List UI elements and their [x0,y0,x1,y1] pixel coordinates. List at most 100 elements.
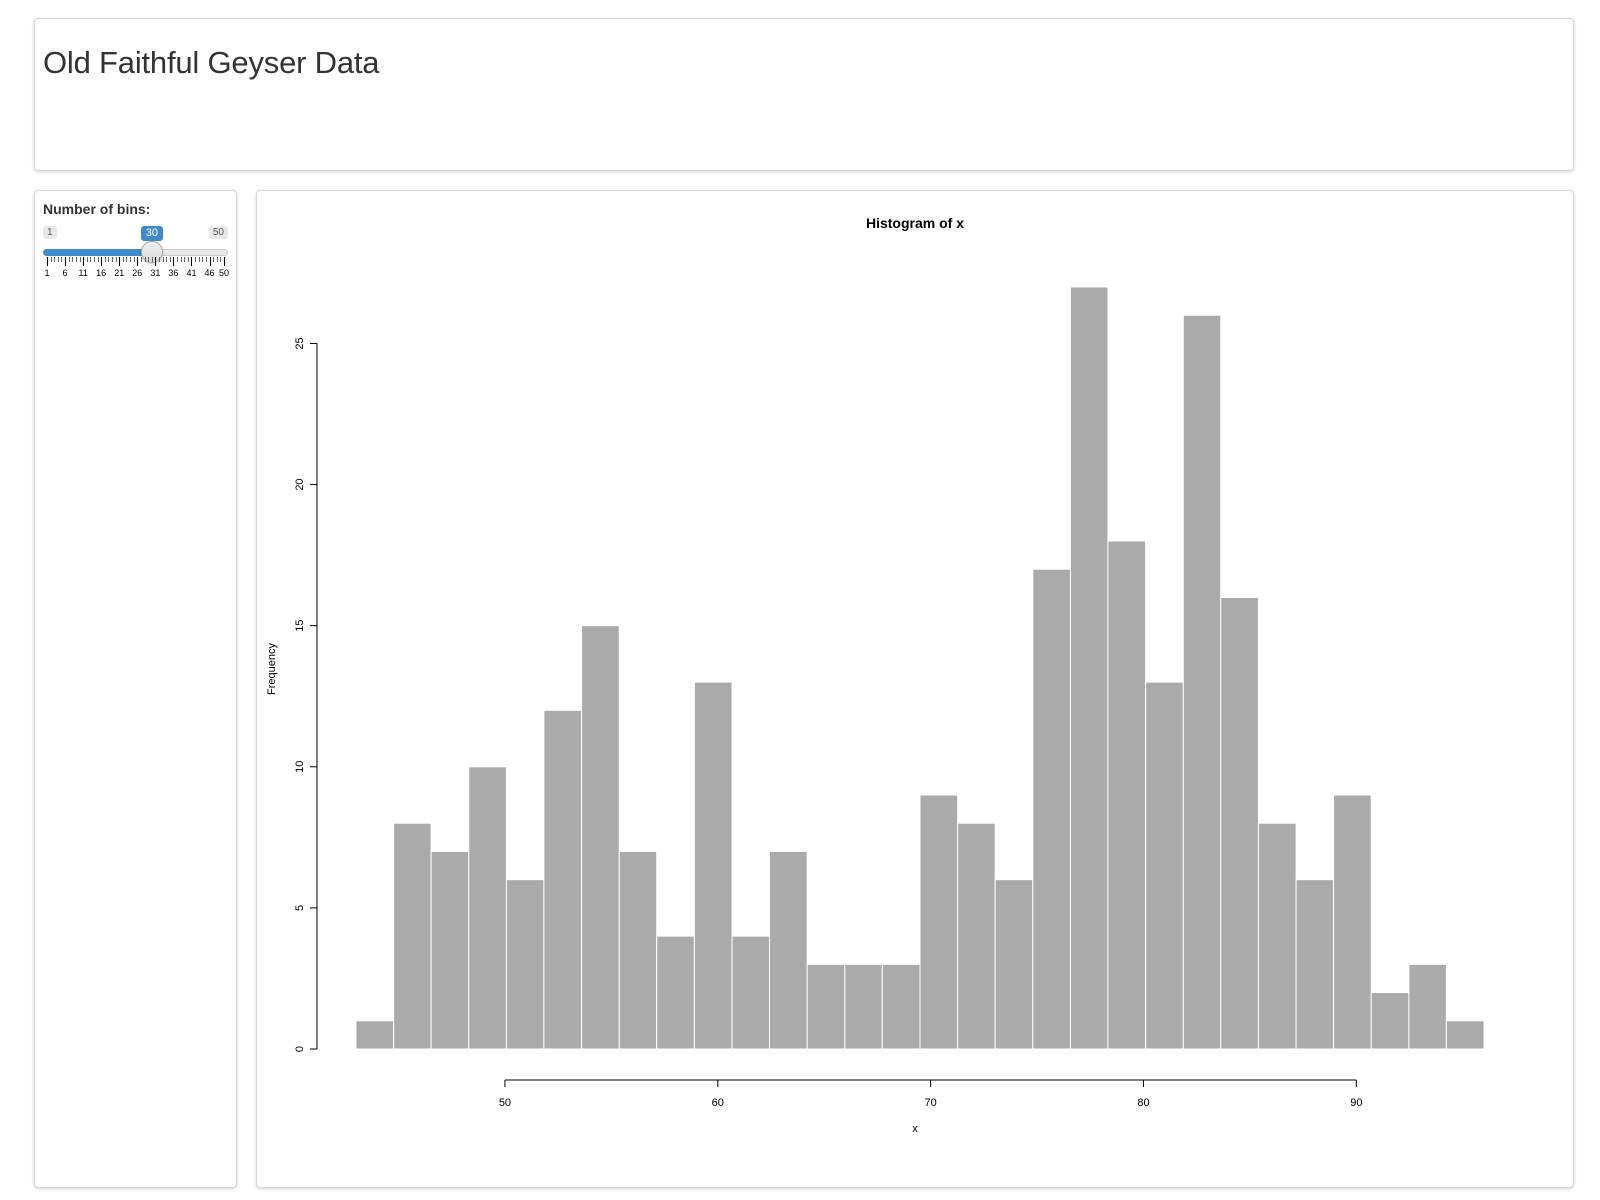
slider-grid-tick-minor [202,257,204,262]
histogram-bar [919,794,959,1050]
histogram-chart: Histogram of x x Frequency 0 5 10 15 20 25 50… [266,215,1485,1135]
y-axis: 0 5 10 15 20 25 [294,337,318,1052]
slider-grid-tick-minor [216,257,218,262]
slider-grid-tick-minor [184,257,186,262]
slider-grid-label: 1 [44,268,50,278]
main-panel: Histogram of x x Frequency 0 5 10 15 20 25 50… [256,190,1574,1188]
slider-grid-tick-minor [195,257,197,262]
slider-grid-tick-minor [140,257,142,262]
bins-input-label: Number of bins: [43,201,151,217]
slider-grid-tick-minor [166,257,168,262]
slider-grid-tick-minor [75,257,77,262]
y-tick-label: 0 [294,1046,306,1052]
slider-min-label: 1 [43,226,57,239]
slider-grid-tick-minor [177,257,179,262]
slider-grid-tick-minor [115,257,117,262]
x-tick-label: 80 [1137,1097,1149,1109]
slider-grid-tick-minor [213,257,215,262]
slider-grid-label: 50 [218,268,230,278]
histogram-bar [355,1020,395,1050]
slider-grid-tick-major [191,257,193,266]
y-tick-label: 5 [294,905,306,911]
histogram-bar [881,963,921,1050]
slider-grid-tick-minor [148,257,150,262]
sidebar-panel: Number of bins: 1 50 30 1 6 11 16 21 26 31 36 41… [34,190,237,1188]
slider-grid-tick-minor [151,257,153,262]
slider-grid-tick-major [47,257,48,266]
slider-handle[interactable] [140,241,163,263]
slider-grid-label: 11 [78,268,88,278]
y-tick-label: 10 [294,761,306,773]
slider-grid-tick-major [209,257,211,266]
histogram-bar [1257,822,1297,1050]
histogram-bar [618,850,658,1050]
slider-grid-tick-minor [169,257,171,262]
slider-grid-tick-major [83,257,85,266]
slider-grid-tick-minor [205,257,207,262]
histogram-bar [1295,879,1335,1050]
y-axis-label: Frequency [266,643,278,695]
x-tick-label: 60 [712,1097,724,1109]
histogram-bar [1032,568,1071,1050]
histogram-bar [1220,596,1259,1050]
slider-grid-tick-minor [57,257,59,262]
slider-grid-tick-minor [54,257,56,262]
histogram-bar [393,822,432,1050]
slider-grid-tick-minor [68,257,70,262]
slider-grid-tick-minor [126,257,128,262]
slider-grid-tick-major [65,257,67,266]
slider-grid-tick-minor [162,257,164,262]
slider-grid-tick-minor [130,257,132,262]
histogram-bar [543,709,583,1050]
histogram-bar [1069,286,1109,1050]
histogram-bar [994,879,1034,1050]
y-tick-label: 15 [294,620,306,632]
slider-grid-label: 46 [204,268,215,278]
slider-grid-tick-minor [86,257,88,262]
slider-grid-tick-minor [104,257,106,262]
histogram-bar [1370,992,1410,1050]
title-panel: Old Faithful Geyser Data [34,18,1574,171]
slider-grid-tick-minor [112,257,114,262]
slider-grid-tick-minor [61,257,63,262]
x-tick-label: 70 [925,1097,937,1109]
slider-grid-label: 31 [150,268,161,278]
histogram-bar [1107,540,1147,1050]
slider-grid-tick-major [155,257,157,266]
x-axis-label: x [912,1123,918,1135]
x-axis: 50 60 70 80 90 [499,1079,1362,1109]
slider-grid-tick-minor [90,257,92,262]
slider-value-label: 30 [140,226,163,241]
slider-grid-tick-minor [72,257,74,262]
slider-grid-tick-major [224,257,225,266]
slider-grid-label: 41 [186,268,197,278]
slider-grid-tick-major [137,257,139,266]
slider-grid-label: 16 [96,268,107,278]
x-tick-label: 90 [1350,1097,1362,1109]
slider-grid-tick-minor [97,257,99,262]
slider-grid-tick-major [119,257,121,266]
y-tick-label: 20 [294,478,306,490]
slider-grid-label: 21 [114,268,125,278]
histogram-bar [656,935,695,1050]
slider-grid-label: 26 [132,268,143,278]
page-title: Old Faithful Geyser Data [43,45,380,80]
slider-grid-tick-major [173,257,175,266]
histogram-bar [1333,794,1372,1050]
slider-fill [43,249,152,256]
slider-grid-tick-minor [50,257,52,262]
slider-grid-label: 6 [62,268,68,278]
slider-grid: 1 6 11 16 21 26 31 36 41 46 50 [43,257,230,281]
histogram-bar [731,935,771,1050]
histogram-bar [1445,1020,1485,1050]
slider-max-label: 50 [208,226,228,239]
x-tick-label: 50 [499,1097,511,1109]
slider-grid-tick-minor [79,257,81,262]
slider-grid-tick-minor [187,257,189,262]
histogram-bar [1408,963,1447,1050]
bars-group [355,286,1485,1050]
slider-grid-label: 36 [168,268,179,278]
histogram-bar [693,681,733,1050]
y-tick-label: 25 [294,337,306,349]
histogram-bar [769,850,808,1050]
